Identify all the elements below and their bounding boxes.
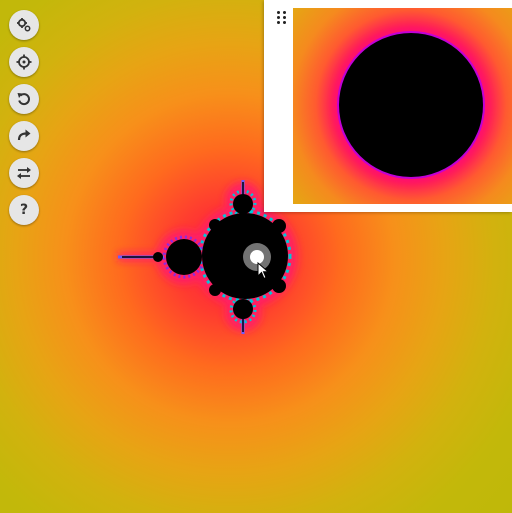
redo-icon <box>17 129 31 141</box>
drag-handle-icon[interactable] <box>276 10 288 24</box>
gears-icon <box>17 18 31 32</box>
settings-button[interactable] <box>9 10 39 40</box>
help-icon: ? <box>19 202 29 218</box>
swap-icon <box>17 167 31 179</box>
mouse-cursor-icon <box>257 262 269 280</box>
help-button[interactable]: ? <box>9 195 39 225</box>
toolbar: ? <box>9 10 41 232</box>
undo-button[interactable] <box>9 84 39 114</box>
julia-preview-panel[interactable] <box>264 0 512 212</box>
swap-button[interactable] <box>9 158 39 188</box>
redo-button[interactable] <box>9 121 39 151</box>
crosshair-icon <box>16 54 32 70</box>
undo-icon <box>17 93 30 106</box>
julia-set-view[interactable] <box>293 8 512 204</box>
point-marker[interactable] <box>250 250 264 264</box>
center-button[interactable] <box>9 47 39 77</box>
julia-set-interior <box>339 33 483 177</box>
